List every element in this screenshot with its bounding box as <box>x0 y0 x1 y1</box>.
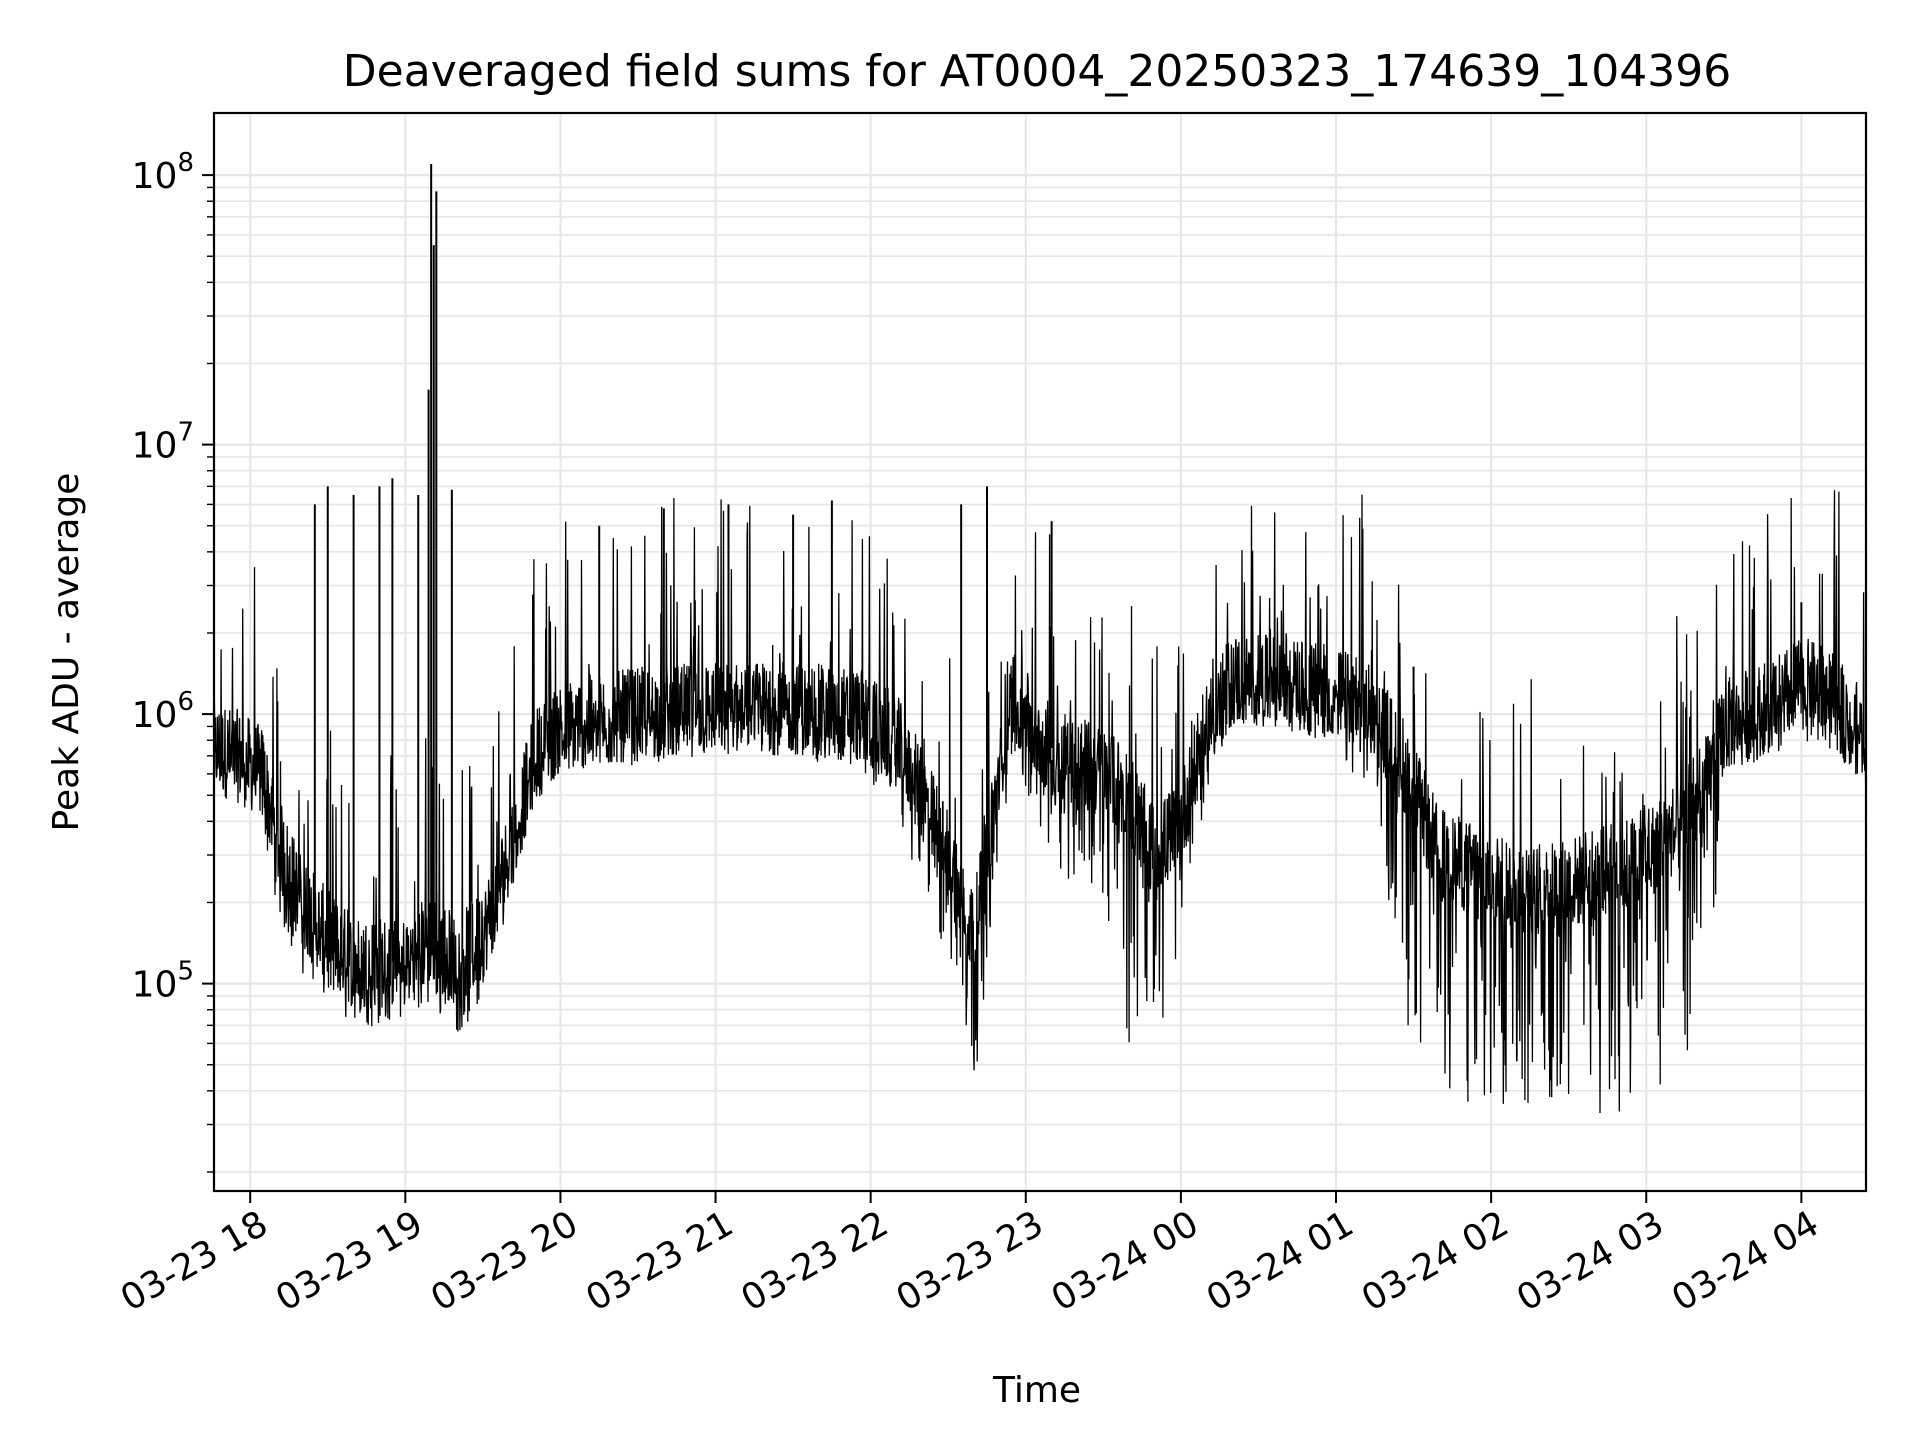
y-tick-exponent: 7 <box>177 418 194 448</box>
y-tick-exponent: 5 <box>177 957 194 987</box>
y-tick-exponent: 6 <box>177 687 194 717</box>
y-axis-label: Peak ADU - average <box>46 473 87 832</box>
series-line <box>213 163 1867 1114</box>
y-tick-base: 10 <box>132 156 178 197</box>
y-tick-label: 105 <box>132 957 194 1006</box>
y-tick-base: 10 <box>132 965 178 1006</box>
y-tick-exponent: 8 <box>177 148 194 178</box>
y-tick-base: 10 <box>132 426 178 467</box>
x-axis-label: Time <box>992 1370 1081 1411</box>
y-tick-label: 108 <box>132 148 194 197</box>
y-tick-label: 106 <box>132 687 194 736</box>
y-tick-base: 10 <box>132 695 178 736</box>
y-tick-label: 107 <box>132 418 194 467</box>
plot-frame <box>212 111 1868 1193</box>
series-path <box>213 490 1867 1114</box>
chart-title: Deaveraged field sums for AT0004_2025032… <box>343 46 1731 97</box>
